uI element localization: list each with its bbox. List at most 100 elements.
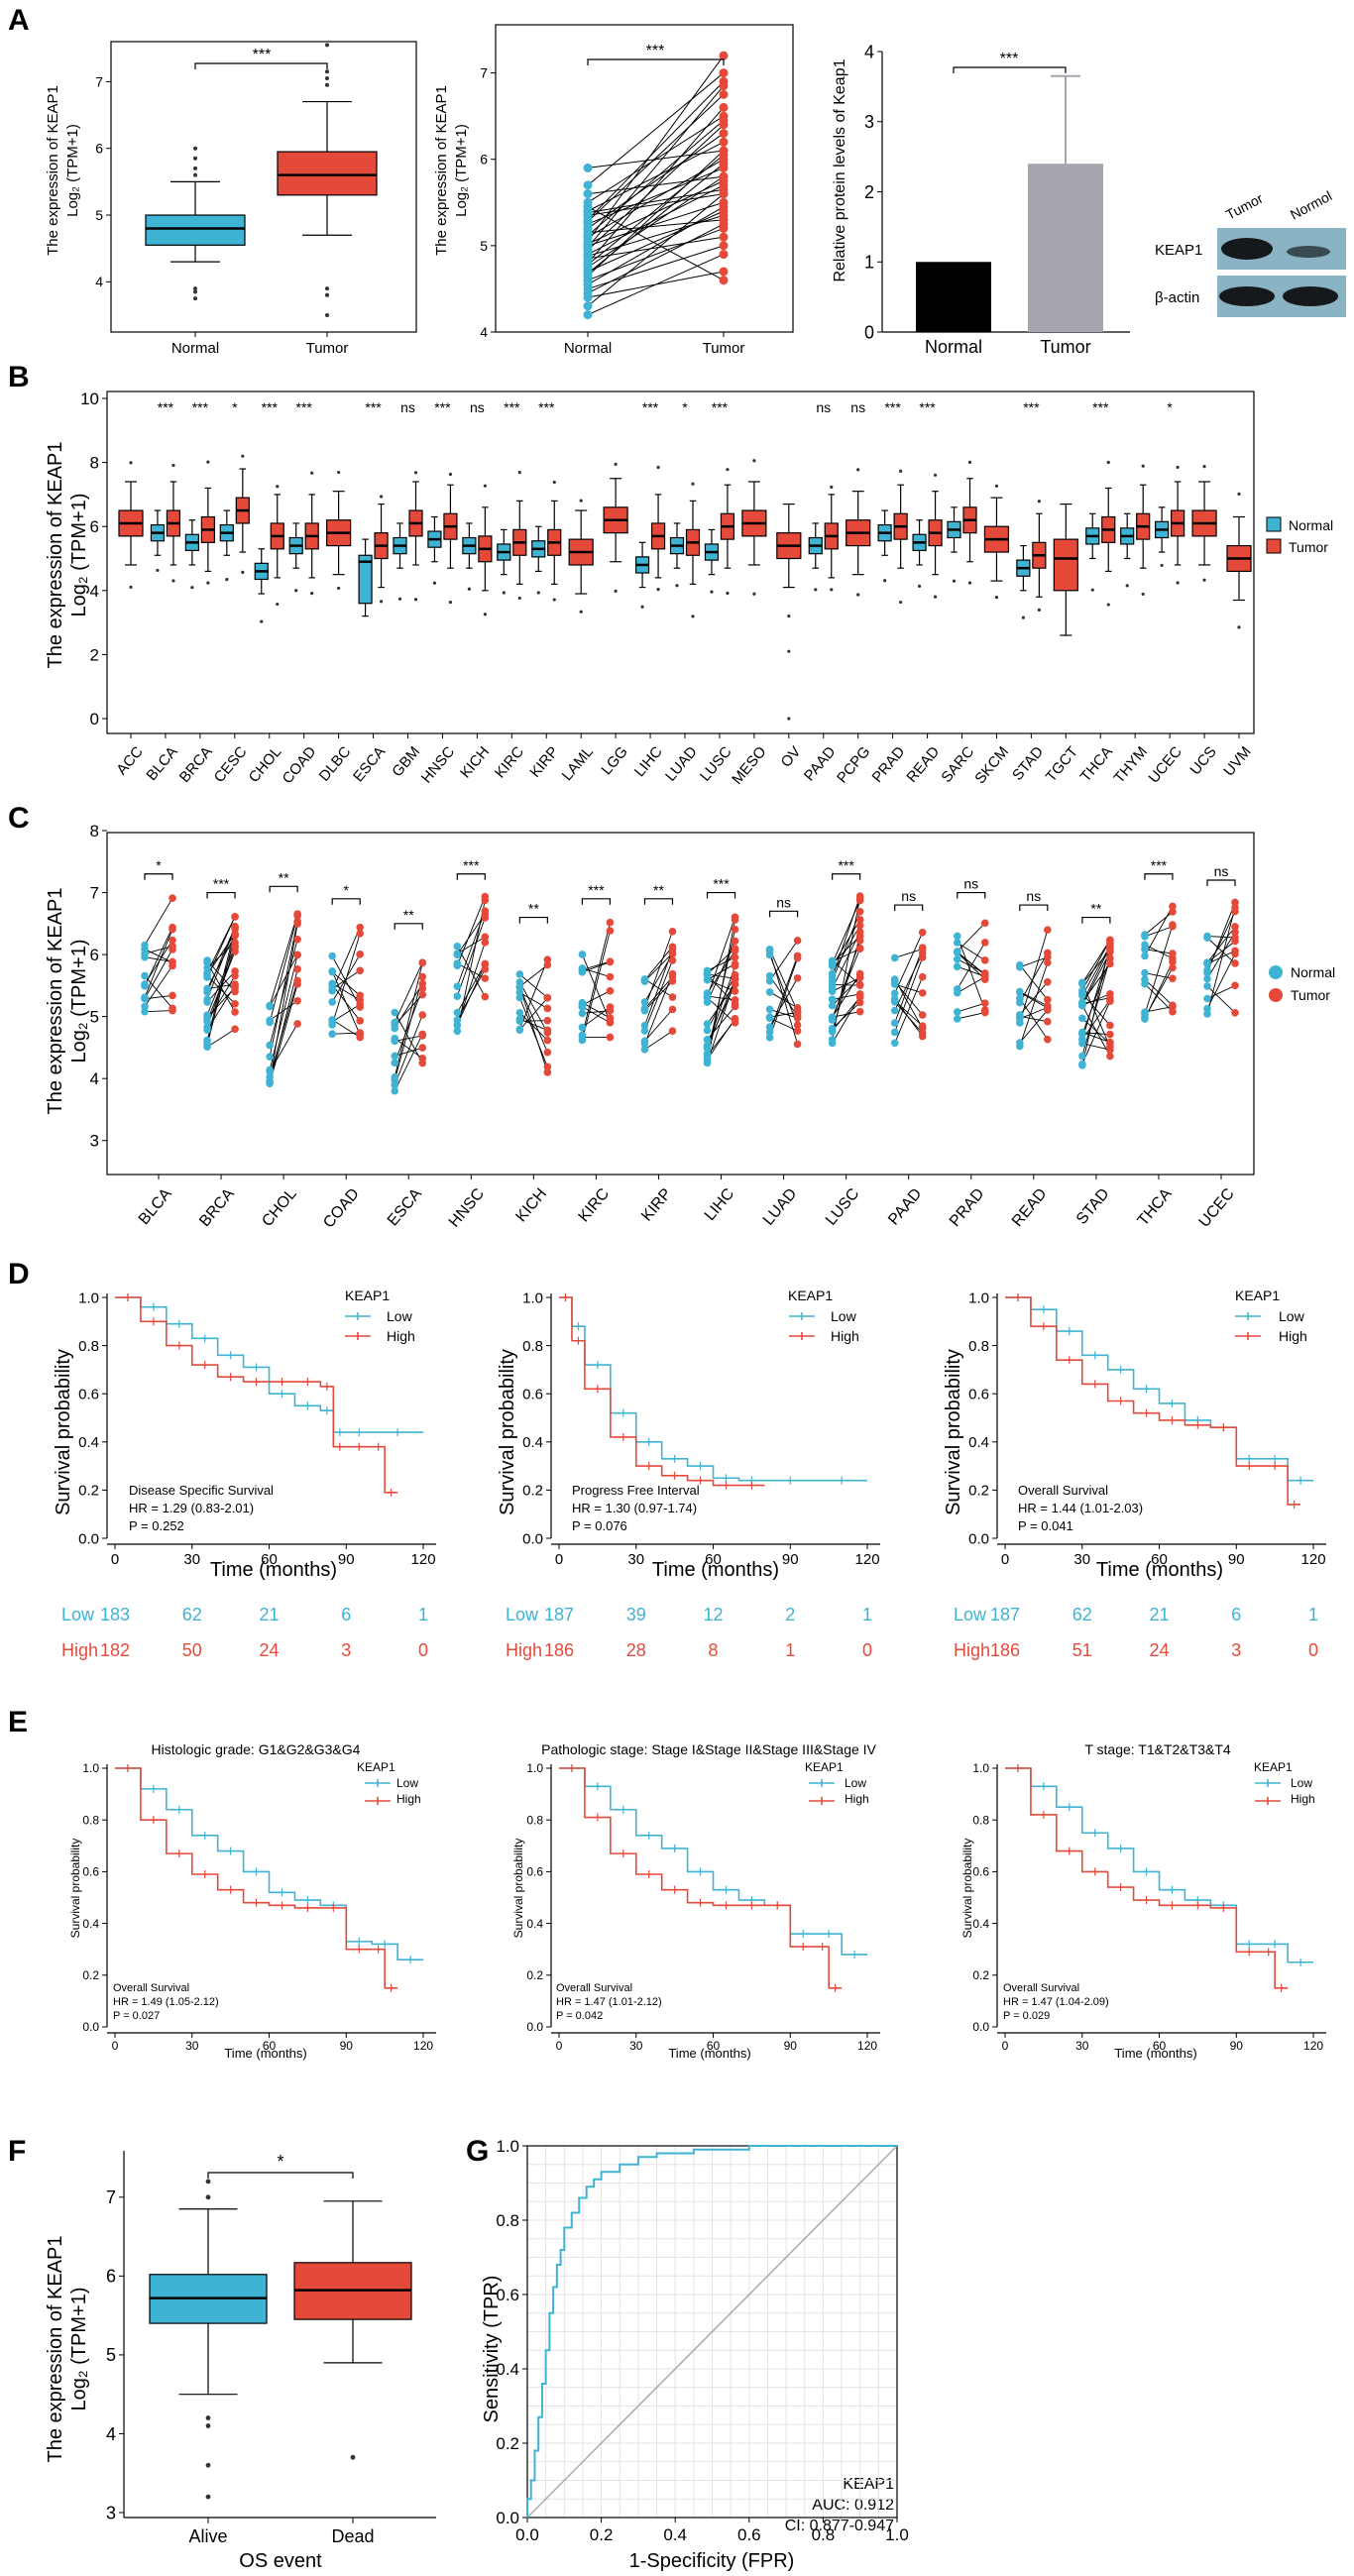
c-pair-line-LUAD (769, 949, 798, 1012)
a1-tumor-box (277, 151, 378, 196)
d3-ytick-label: 0.8 (968, 1338, 989, 1355)
c-normal-point-CHOL (266, 1002, 274, 1011)
c-frame (106, 832, 1255, 1176)
c-ylabel-2: Log₂ (TPM+1) (68, 939, 90, 1063)
a1-tumor-outlier (325, 313, 329, 317)
c-pair-line-ESCA (394, 1034, 423, 1091)
b-tumor-THYM-outlier (1141, 464, 1145, 468)
b-tumor-BRCA-outlier (206, 581, 210, 585)
e2-curve-low (559, 1767, 868, 1956)
panel-letter-g: G (466, 2135, 489, 2168)
a2-tumor-point (719, 267, 729, 277)
c-pair-line-KICH (518, 981, 548, 1034)
c-normal-point-KIRP (640, 1006, 649, 1015)
a1-ytick-label: 4 (95, 274, 103, 289)
a2-tumor-point (719, 89, 729, 99)
c-tumor-point-LUSC (855, 973, 864, 981)
a2-pair-line (587, 120, 725, 236)
a1-tumor-outlier (325, 69, 329, 74)
c-pair-line-LIHC (707, 948, 735, 975)
b-sig-BRCA: *** (192, 399, 209, 415)
panel-a-expression-boxplot: The expression of KEAP1 Log₂ (TPM+1) Nor… (45, 41, 417, 357)
e1-xtick-label: 90 (340, 2039, 354, 2053)
b-tumor-PRAD-outlier (899, 469, 903, 474)
a2-tumor-point (719, 241, 729, 251)
c-pair-line-STAD (1081, 940, 1111, 991)
c-normal-point-LUAD (765, 1028, 774, 1036)
c-pair-line-BRCA (206, 942, 236, 968)
d3-risk-low-120: 1 (1308, 1605, 1318, 1624)
b-sig-CHOL: *** (262, 399, 279, 415)
c-tumor-point-THCA (1169, 908, 1177, 916)
c-tumor-point-HNSC (481, 974, 490, 982)
d3-risk-label-high: High (954, 1640, 990, 1660)
c-tumor-point-LUAD (793, 1027, 802, 1035)
d2-risk-low-30: 39 (626, 1605, 646, 1624)
e3-curve-low (1005, 1767, 1314, 1963)
c-tumor-point-BLCA (169, 1004, 176, 1013)
d1-ylabel: Survival probability (53, 1349, 74, 1515)
c-tumor-point-ESCA (418, 1059, 427, 1067)
c-tumor-point-LIHC (731, 1000, 739, 1008)
a2-tumor-point (719, 102, 729, 112)
d2-legend-low: Low (831, 1308, 857, 1324)
c-pair-line-LIHC (707, 974, 735, 1005)
c-pair-line-HNSC (456, 896, 486, 966)
d3-risk-low-90: 6 (1231, 1605, 1241, 1624)
a2-ytick-label: 5 (480, 238, 488, 254)
c-normal-point-STAD (1078, 999, 1086, 1008)
b-xtick-label: CHOL (246, 743, 285, 786)
b-normal-READ-outlier (917, 584, 922, 588)
c-tumor-point-STAD (1106, 953, 1114, 962)
c-tumor-point-ESCA (418, 1011, 427, 1019)
g-ytick-label: 0.0 (496, 2509, 519, 2527)
c-normal-point-READ (1016, 1039, 1024, 1047)
a1-xtick-normal: Normal (171, 340, 219, 357)
c-pair-line-THCA (1144, 924, 1174, 1015)
b-sig-COAD: *** (296, 399, 313, 415)
d2-risk-label-low: Low (506, 1605, 539, 1624)
a1-ytick-label: 6 (95, 141, 103, 157)
d1-ytick-label: 0.0 (78, 1530, 99, 1547)
b-tumor-UCEC-outlier (1176, 581, 1180, 585)
b-tumor-SARC-outlier (967, 460, 972, 464)
b-normal-ESCA-box (358, 554, 373, 605)
b-tumor-READ-outlier (933, 473, 938, 477)
c-sig-HNSC: *** (463, 857, 480, 873)
d1-legend-high: High (387, 1328, 415, 1344)
c-normal-point-ESCA (391, 1008, 399, 1017)
c-pair-line-LUSC (832, 959, 860, 985)
c-normal-point-PAAD (890, 1019, 899, 1027)
c-pair-line-KICH (519, 973, 548, 999)
c-sig-bracket-KIRP (643, 898, 674, 905)
panel-e-km-curves: Histologic grade: G1&G2&G3&G4 Survival p… (68, 1741, 1326, 2061)
f-sig: * (277, 2152, 283, 2172)
c-tumor-point-KIRC (606, 1033, 615, 1042)
b-xtick-label: DLBC (316, 743, 355, 785)
d2-ytick-label: 0.6 (522, 1386, 543, 1402)
b-xtick-label: READ (903, 743, 943, 786)
panel-c-paired-pan-cancer: The expression of KEAP1 Log₂ (TPM+1) Nor… (45, 822, 1335, 1231)
b-tumor-LIHC-outlier (656, 588, 660, 592)
b-normal-PRAD-outlier (883, 579, 887, 583)
c-pair-line-KICH (519, 1012, 548, 1041)
c-normal-point-BLCA (141, 971, 149, 980)
c-normal-point-ESCA (391, 1086, 399, 1095)
c-sig-bracket-LUAD (768, 910, 799, 918)
c-tumor-point-STAD (1106, 1040, 1114, 1048)
e1-title: Histologic grade: G1&G2&G3&G4 (152, 1741, 361, 1757)
a2-pair-line (587, 133, 725, 229)
a2-pair-line (587, 159, 725, 238)
c-sig-bracket-LIHC (706, 891, 736, 899)
g-xlabel: 1-Specificity (FPR) (629, 2550, 795, 2572)
d3-risk-low-60: 21 (1150, 1605, 1170, 1624)
b-xtick-label: TGCT (1043, 743, 1081, 785)
d3-legend-high: High (1279, 1328, 1307, 1344)
c-normal-point-LUAD (765, 988, 774, 996)
a1-tumor-outlier (325, 76, 329, 81)
d1-risk-label-high: High (61, 1640, 98, 1660)
c-tumor-point-BRCA (231, 980, 239, 988)
c-pair-line-COAD (331, 927, 361, 991)
c-normal-point-KIRC (578, 1009, 587, 1018)
a2-pair-line (587, 80, 725, 221)
